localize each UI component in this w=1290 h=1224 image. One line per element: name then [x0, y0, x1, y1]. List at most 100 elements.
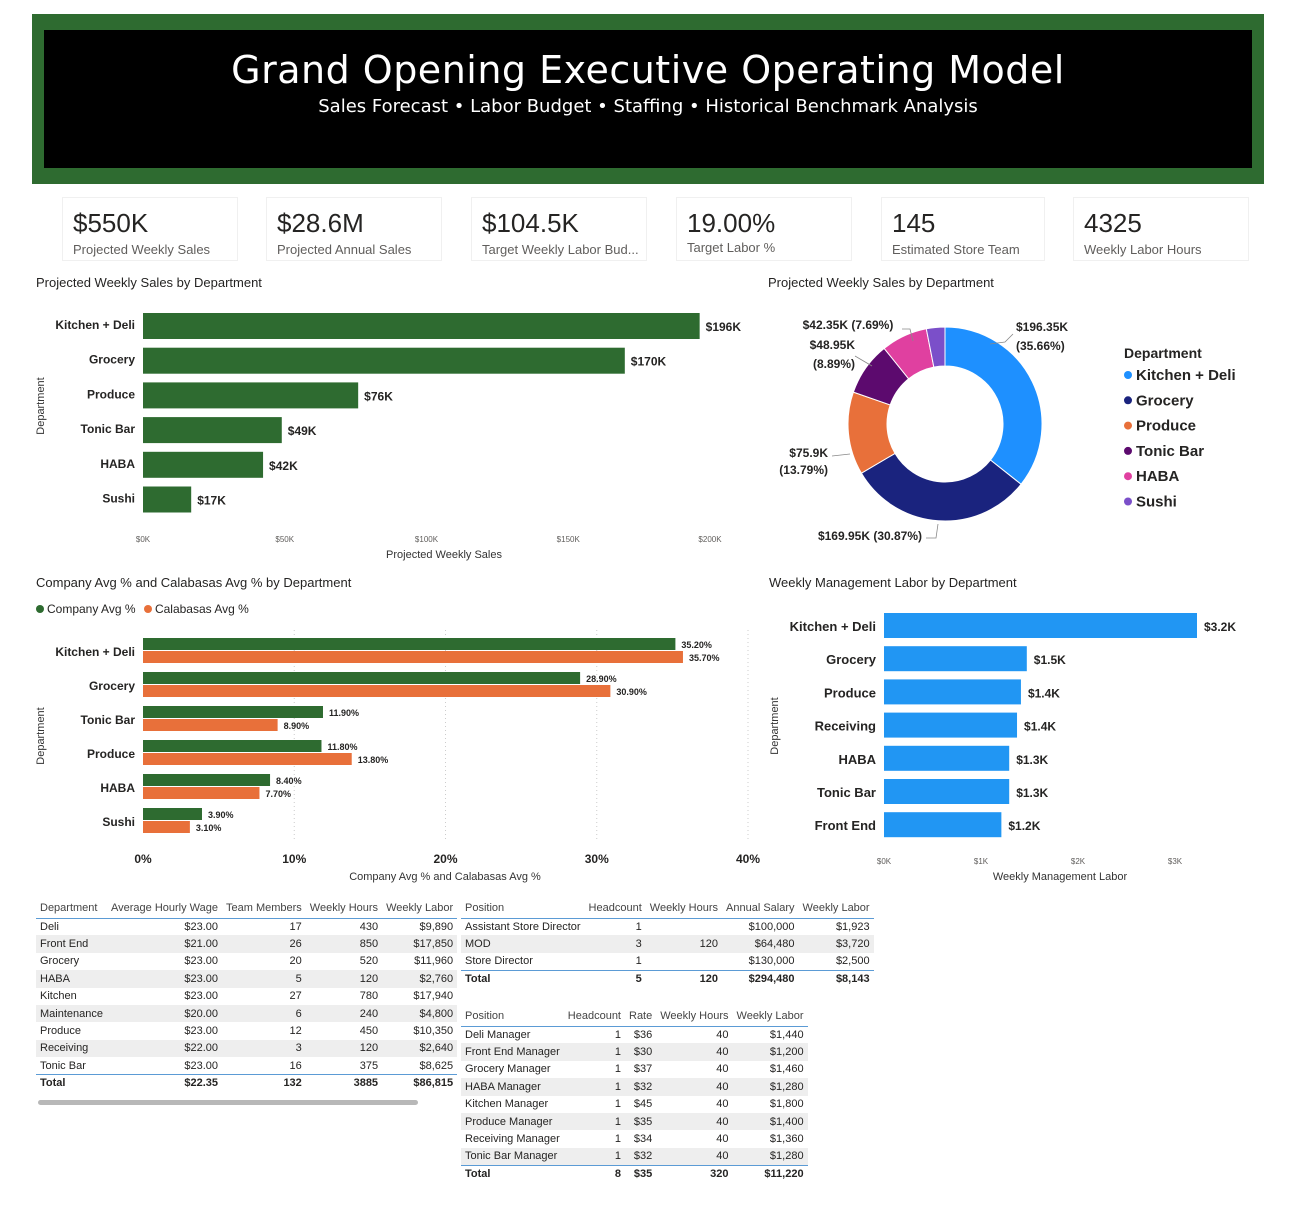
column-header[interactable]: Weekly Hours [645, 898, 723, 919]
table-row[interactable]: Deli $23.00 17 430 $9,890 [36, 918, 457, 935]
table-row[interactable]: Store Director 1 $130,000 $2,500 [461, 953, 874, 970]
bar-kitchen-deli[interactable] [884, 613, 1197, 638]
table-header-row: Position Headcount Rate Weekly Hours Weekly … [461, 1006, 808, 1027]
x-tick-label: $2K [1071, 857, 1086, 866]
leader-line[interactable] [831, 453, 851, 457]
column-header[interactable]: Weekly Labor [798, 898, 874, 919]
category-label-haba: HABA [838, 752, 876, 767]
column-header[interactable]: Headcount [563, 1006, 625, 1027]
table-row[interactable]: HABA Manager 1 $32 40 $1,280 [461, 1078, 808, 1096]
bar-tonic-bar[interactable] [884, 779, 1010, 804]
kpi-card-store-team[interactable]: 145 Estimated Store Team [881, 197, 1045, 261]
bar-produce[interactable] [884, 679, 1021, 705]
table-total-row[interactable]: Total 8 $35 320 $11,220 [461, 1164, 808, 1183]
bar-calabasas-avg-haba[interactable] [143, 787, 260, 799]
table-cell: Produce Manager [461, 1112, 564, 1131]
leader-line[interactable] [902, 328, 914, 342]
kpi-card-labor-hours[interactable]: 4325 Weekly Labor Hours [1073, 197, 1249, 261]
legend-dot-tonic-bar [1124, 446, 1132, 455]
table-row[interactable]: Maintenance $20.00 6 240 $4,800 [36, 1004, 458, 1023]
slice-kitchen-deli[interactable] [944, 326, 1043, 485]
kpi-card-target-labor-pct[interactable]: 19.00% Target Labor % [676, 197, 852, 261]
column-header[interactable]: Headcount [584, 898, 646, 919]
table-row[interactable]: Assistant Store Director 1 $100,000 $1,923 [461, 918, 874, 935]
column-header[interactable]: Position [461, 898, 585, 919]
slice-value-label: $169.95K (30.87%) [818, 529, 922, 543]
table-row[interactable]: Tonic Bar Manager 1 $32 40 $1,280 [461, 1147, 808, 1166]
bar-calabasas-avg-produce[interactable] [143, 753, 352, 765]
table-row[interactable]: Deli Manager 1 $36 40 $1,440 [461, 1026, 808, 1043]
table-total-row[interactable]: Total 5 120 $294,480 $8,143 [461, 969, 874, 988]
table-row[interactable]: Tonic Bar $23.00 16 375 $8,625 [36, 1057, 457, 1074]
column-header[interactable]: Weekly Labor [382, 898, 458, 919]
bar-grocery[interactable] [143, 347, 625, 374]
kpi-card-annual-sales[interactable]: $28.6M Projected Annual Sales [266, 197, 442, 261]
table-cell: 1 [635, 920, 642, 933]
bar-company-avg-tonic-bar[interactable] [143, 706, 323, 718]
table-total-row[interactable]: Total $22.35 132 3885 $86,815 [36, 1074, 458, 1092]
table-row[interactable]: Receiving Manager 1 $34 40 $1,360 [461, 1130, 808, 1147]
column-header[interactable]: Team Members [222, 898, 306, 919]
leader-line[interactable] [989, 333, 1014, 345]
leader-line[interactable] [926, 523, 939, 539]
slice-grocery[interactable] [860, 452, 1022, 522]
table-row[interactable]: MOD 3 120 $64,480 $3,720 [461, 935, 874, 953]
column-header[interactable]: Weekly Hours [656, 1006, 733, 1027]
bar-haba[interactable] [884, 745, 1010, 771]
table-cell: $2,640 [382, 1039, 458, 1058]
table-row[interactable]: Produce $23.00 12 450 $10,350 [36, 1022, 457, 1039]
column-header[interactable]: Weekly Hours [305, 898, 383, 919]
table-cell: 520 [359, 955, 379, 968]
x-tick-label: 30% [585, 852, 609, 866]
table-row[interactable]: Front End $21.00 26 850 $17,850 [36, 935, 458, 953]
legend-calabasas-avg[interactable]: Calabasas Avg % [143, 602, 249, 616]
bar-receiving[interactable] [884, 712, 1018, 738]
bar-grocery[interactable] [884, 646, 1027, 672]
bar-calabasas-avg-grocery[interactable] [143, 685, 611, 697]
column-header[interactable]: Rate [625, 1006, 657, 1027]
column-header[interactable]: Department [36, 898, 107, 919]
bar-company-avg-haba[interactable] [143, 774, 271, 786]
sales-bar-chart[interactable]: Department Kitchen + Deli $196K Grocery $170… [30, 296, 760, 566]
bar-tonic-bar[interactable] [143, 417, 282, 444]
table-scrollbar[interactable] [38, 1100, 418, 1105]
bar-calabasas-avg-tonic-bar[interactable] [143, 719, 278, 731]
kpi-card-weekly-sales[interactable]: $550K Projected Weekly Sales [62, 197, 238, 261]
manager-labor-table[interactable]: Position Headcount Rate Weekly Hours Weekly … [461, 1006, 808, 1183]
mgmt-labor-bar-chart[interactable]: Department Kitchen + Deli $3.2K Grocery $1.5… [762, 600, 1262, 888]
dept-labor-table[interactable]: Department Average Hourly Wage Team Member… [36, 898, 458, 1092]
table-cell: 5 [584, 969, 646, 988]
table-cell: $100,000 [748, 920, 795, 933]
table-row[interactable]: Produce Manager 1 $35 40 $1,400 [461, 1112, 808, 1131]
table-cell: $9,890 [419, 920, 454, 933]
bar-calabasas-avg-kitchen-deli[interactable] [143, 651, 683, 663]
bar-sushi[interactable] [143, 486, 192, 513]
bar-front-end[interactable] [884, 812, 1002, 838]
table-row[interactable]: Grocery $23.00 20 520 $11,960 [36, 953, 457, 970]
bar-calabasas-avg-sushi[interactable] [143, 821, 190, 833]
table-row[interactable]: Receiving $22.00 3 120 $2,640 [36, 1039, 458, 1058]
slice-sushi[interactable] [925, 326, 946, 368]
column-header[interactable]: Average Hourly Wage [107, 898, 222, 919]
table-row[interactable]: Kitchen $23.00 27 780 $17,940 [36, 988, 457, 1005]
legend-company-avg[interactable]: Company Avg % [36, 602, 136, 616]
table-row[interactable]: Kitchen Manager 1 $45 40 $1,800 [461, 1096, 808, 1113]
bar-company-avg-kitchen-deli[interactable] [143, 638, 676, 650]
table-row[interactable]: Front End Manager 1 $30 40 $1,200 [461, 1043, 808, 1061]
bar-company-avg-produce[interactable] [143, 740, 322, 752]
bar-company-avg-sushi[interactable] [143, 808, 202, 820]
leader-line[interactable] [854, 355, 873, 367]
table-row[interactable]: HABA $23.00 5 120 $2,760 [36, 970, 458, 988]
bar-produce[interactable] [143, 382, 359, 409]
column-header[interactable]: Position [461, 1006, 564, 1027]
table-row[interactable]: Grocery Manager 1 $37 40 $1,460 [461, 1061, 808, 1078]
bar-haba[interactable] [143, 451, 264, 478]
bar-company-avg-grocery[interactable] [143, 672, 581, 684]
exec-labor-table[interactable]: Position Headcount Weekly Hours Annual Sala… [461, 898, 874, 988]
column-header[interactable]: Weekly Labor [732, 1006, 808, 1027]
column-header[interactable]: Annual Salary [722, 898, 799, 919]
sales-donut-chart[interactable]: $196.35K (35.66%) $169.95K (30.87%) $75.9K (… [760, 296, 1260, 556]
avg-pct-bar-chart[interactable]: 0% 10% 20% 30% 40% Department Kitchen + Deli 35… [30, 622, 770, 888]
bar-kitchen-deli[interactable] [143, 313, 700, 339]
kpi-card-labor-budget[interactable]: $104.5K Target Weekly Labor Bud... [471, 197, 647, 261]
